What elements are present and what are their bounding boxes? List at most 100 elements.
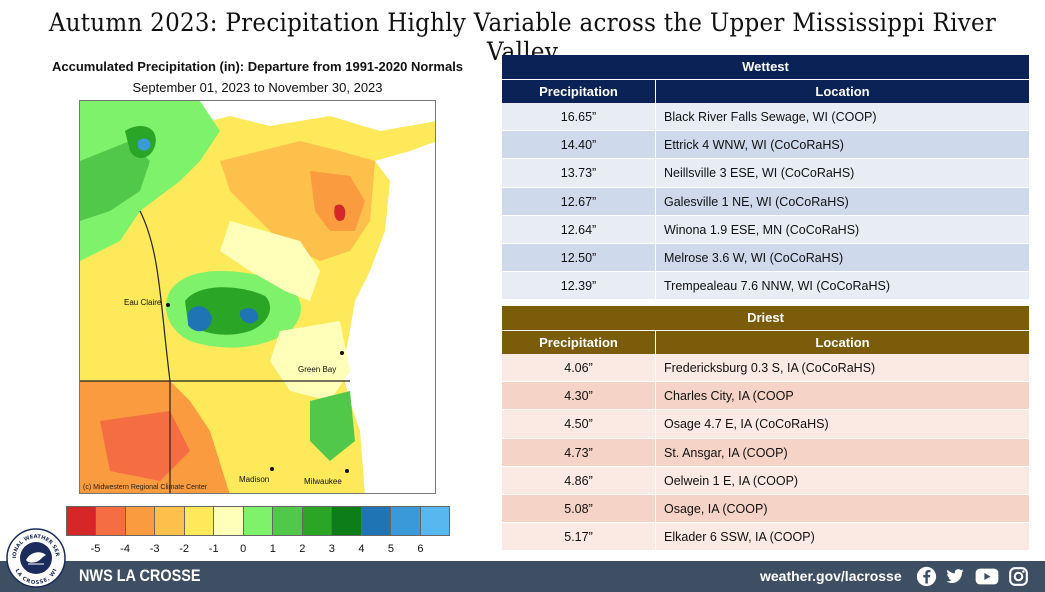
legend-label: 4 — [358, 543, 365, 555]
driest-precip-cell: 4.30” — [502, 382, 656, 410]
facebook-icon[interactable] — [916, 566, 937, 587]
page-title: Autumn 2023: Precipitation Highly Variab… — [48, 8, 997, 66]
legend-label: -1 — [208, 543, 219, 555]
legend-swatch — [391, 507, 421, 535]
driest-column-headers: Precipitation Location — [502, 330, 1029, 354]
wettest-row: 14.40” Ettrick 4 WNW, WI (CoCoRaHS) — [502, 131, 1029, 160]
legend-swatch — [361, 507, 392, 535]
legend-label: -4 — [120, 543, 130, 555]
map-graphic — [80, 101, 435, 493]
driest-row: 4.30” Charles City, IA (COOP — [502, 382, 1029, 411]
driest-heading: Driest — [502, 306, 1029, 330]
wettest-col-location: Location — [815, 84, 870, 99]
driest-location-cell: Oelwein 1 E, IA (COOP) — [664, 473, 799, 488]
green-bay-dot — [340, 351, 344, 355]
wettest-precip-cell: 14.40” — [502, 131, 656, 159]
legend-labels: -5 -4 -3 -2 -1 0 1 2 3 4 5 6 — [66, 543, 450, 557]
nws-logo: NATIONAL WEATHER SERVICE LA CROSSE, WI — [6, 528, 66, 588]
wettest-precip-cell: 13.73” — [502, 159, 656, 187]
driest-col-precip: Precipitation — [502, 331, 656, 354]
wettest-location-cell: Melrose 3.6 W, WI (CoCoRaHS) — [664, 250, 844, 265]
wettest-location-cell: Neillsville 3 ESE, WI (CoCoRaHS) — [664, 166, 855, 181]
map-date-range: September 01, 2023 to November 30, 2023 — [132, 80, 383, 95]
wettest-precip-cell: 12.64” — [502, 215, 656, 243]
city-label-milwaukee: Milwaukee — [304, 477, 342, 486]
wettest-precip-cell: 12.67” — [502, 187, 656, 215]
driest-precip-cell: 4.73” — [502, 438, 656, 466]
legend-swatch — [273, 507, 303, 535]
wettest-heading: Wettest — [502, 55, 1029, 79]
youtube-icon[interactable] — [973, 566, 1001, 587]
driest-location-cell: Osage 4.7 E, IA (CoCoRaHS) — [664, 417, 829, 432]
driest-row: 4.06” Fredericksburg 0.3 S, IA (CoCoRaHS) — [502, 354, 1029, 383]
legend-swatch — [155, 507, 185, 535]
driest-row: 4.50” Osage 4.7 E, IA (CoCoRaHS) — [502, 410, 1029, 439]
wettest-row: 12.50” Melrose 3.6 W, WI (CoCoRaHS) — [502, 243, 1029, 273]
city-label-eau-claire: Eau Claire — [124, 298, 162, 307]
legend-swatch — [214, 507, 244, 535]
legend-swatch — [67, 507, 97, 535]
wettest-precip-cell: 12.39” — [502, 272, 656, 300]
map-title: Accumulated Precipitation (in): Departur… — [51, 59, 464, 74]
driest-row: 4.86” Oelwein 1 E, IA (COOP) — [502, 466, 1029, 495]
office-name: NWS LA CROSSE — [79, 566, 201, 585]
driest-row: 5.08” Osage, IA (COOP) — [502, 494, 1029, 524]
legend-label: -2 — [179, 543, 190, 555]
driest-location-cell: St. Ansgar, IA (COOP) — [664, 445, 788, 460]
legend-swatch — [243, 507, 274, 535]
wettest-column-headers: Precipitation Location — [502, 79, 1029, 103]
wettest-row: 12.64” Winona 1.9 ESE, MN (CoCoRaHS) — [502, 215, 1029, 244]
legend-label: 6 — [417, 543, 424, 555]
twitter-icon[interactable] — [943, 566, 967, 587]
wettest-location-cell: Black River Falls Sewage, WI (COOP) — [664, 110, 877, 124]
precip-departure-map: Eau Claire Green Bay Madison Milwaukee (… — [79, 100, 436, 494]
city-label-green-bay: Green Bay — [298, 365, 337, 374]
driest-precip-cell: 4.06” — [502, 354, 656, 382]
website-link[interactable]: weather.gov/lacrosse — [760, 568, 902, 584]
driest-location-cell: Fredericksburg 0.3 S, IA (CoCoRaHS) — [664, 361, 876, 375]
driest-precip-cell: 4.86” — [502, 466, 656, 494]
legend-swatch — [125, 507, 156, 535]
wettest-row: 13.73” Neillsville 3 ESE, WI (CoCoRaHS) — [502, 159, 1029, 188]
driest-location-cell: Elkader 6 SSW, IA (COOP) — [664, 530, 815, 545]
precip-map-panel: Accumulated Precipitation (in): Departur… — [30, 55, 485, 555]
wettest-location-cell: Ettrick 4 WNW, WI (CoCoRaHS) — [664, 138, 844, 153]
wettest-row: 16.65” Black River Falls Sewage, WI (COOP… — [502, 103, 1029, 132]
wettest-location-cell: Winona 1.9 ESE, MN (CoCoRaHS) — [664, 222, 860, 237]
wettest-location-cell: Trempealeau 7.6 NNW, WI (CoCoRaHS) — [664, 279, 890, 294]
map-credit: (c) Midwestern Regional Climate Center — [83, 484, 208, 491]
driest-row: 5.17” Elkader 6 SSW, IA (COOP) — [502, 523, 1029, 552]
wettest-precip-cell: 12.50” — [502, 243, 656, 272]
legend-label: -5 — [90, 543, 101, 555]
legend-label: -3 — [149, 543, 160, 555]
driest-row: 4.73” St. Ansgar, IA (COOP) — [502, 438, 1029, 467]
legend-swatch — [96, 507, 126, 535]
legend-swatch — [184, 507, 215, 535]
wettest-row: 12.67” Galesville 1 NE, WI (CoCoRaHS) — [502, 187, 1029, 216]
driest-precip-cell: 5.08” — [502, 494, 656, 523]
map-legend — [66, 506, 450, 536]
legend-label: 3 — [328, 543, 335, 555]
madison-dot — [270, 467, 274, 471]
instagram-icon[interactable] — [1008, 566, 1029, 587]
driest-location-cell: Charles City, IA (COOP — [664, 389, 794, 404]
legend-swatch — [420, 507, 450, 535]
driest-location-cell: Osage, IA (COOP) — [664, 501, 768, 516]
legend-label: 1 — [269, 543, 276, 555]
wettest-location-cell: Galesville 1 NE, WI (CoCoRaHS) — [664, 194, 849, 209]
footer-bar: NWS LA CROSSE weather.gov/lacrosse — [0, 561, 1045, 592]
driest-precip-cell: 4.50” — [502, 410, 656, 438]
wettest-col-precip: Precipitation — [502, 80, 656, 103]
wettest-table: Wettest Precipitation Location 16.65” Bla… — [502, 55, 1029, 301]
driest-precip-cell: 5.17” — [502, 523, 656, 551]
legend-swatch — [332, 507, 362, 535]
legend-swatch — [302, 507, 333, 535]
legend-label: 2 — [299, 543, 306, 555]
wettest-precip-cell: 16.65” — [502, 103, 656, 131]
driest-table: Driest Precipitation Location 4.06” Frede… — [502, 306, 1029, 552]
wettest-row: 12.39” Trempealeau 7.6 NNW, WI (CoCoRaHS) — [502, 272, 1029, 301]
legend-label: 5 — [387, 543, 394, 555]
eau-claire-dot — [166, 303, 170, 307]
legend-label: 0 — [240, 543, 247, 555]
milwaukee-dot — [345, 469, 349, 473]
